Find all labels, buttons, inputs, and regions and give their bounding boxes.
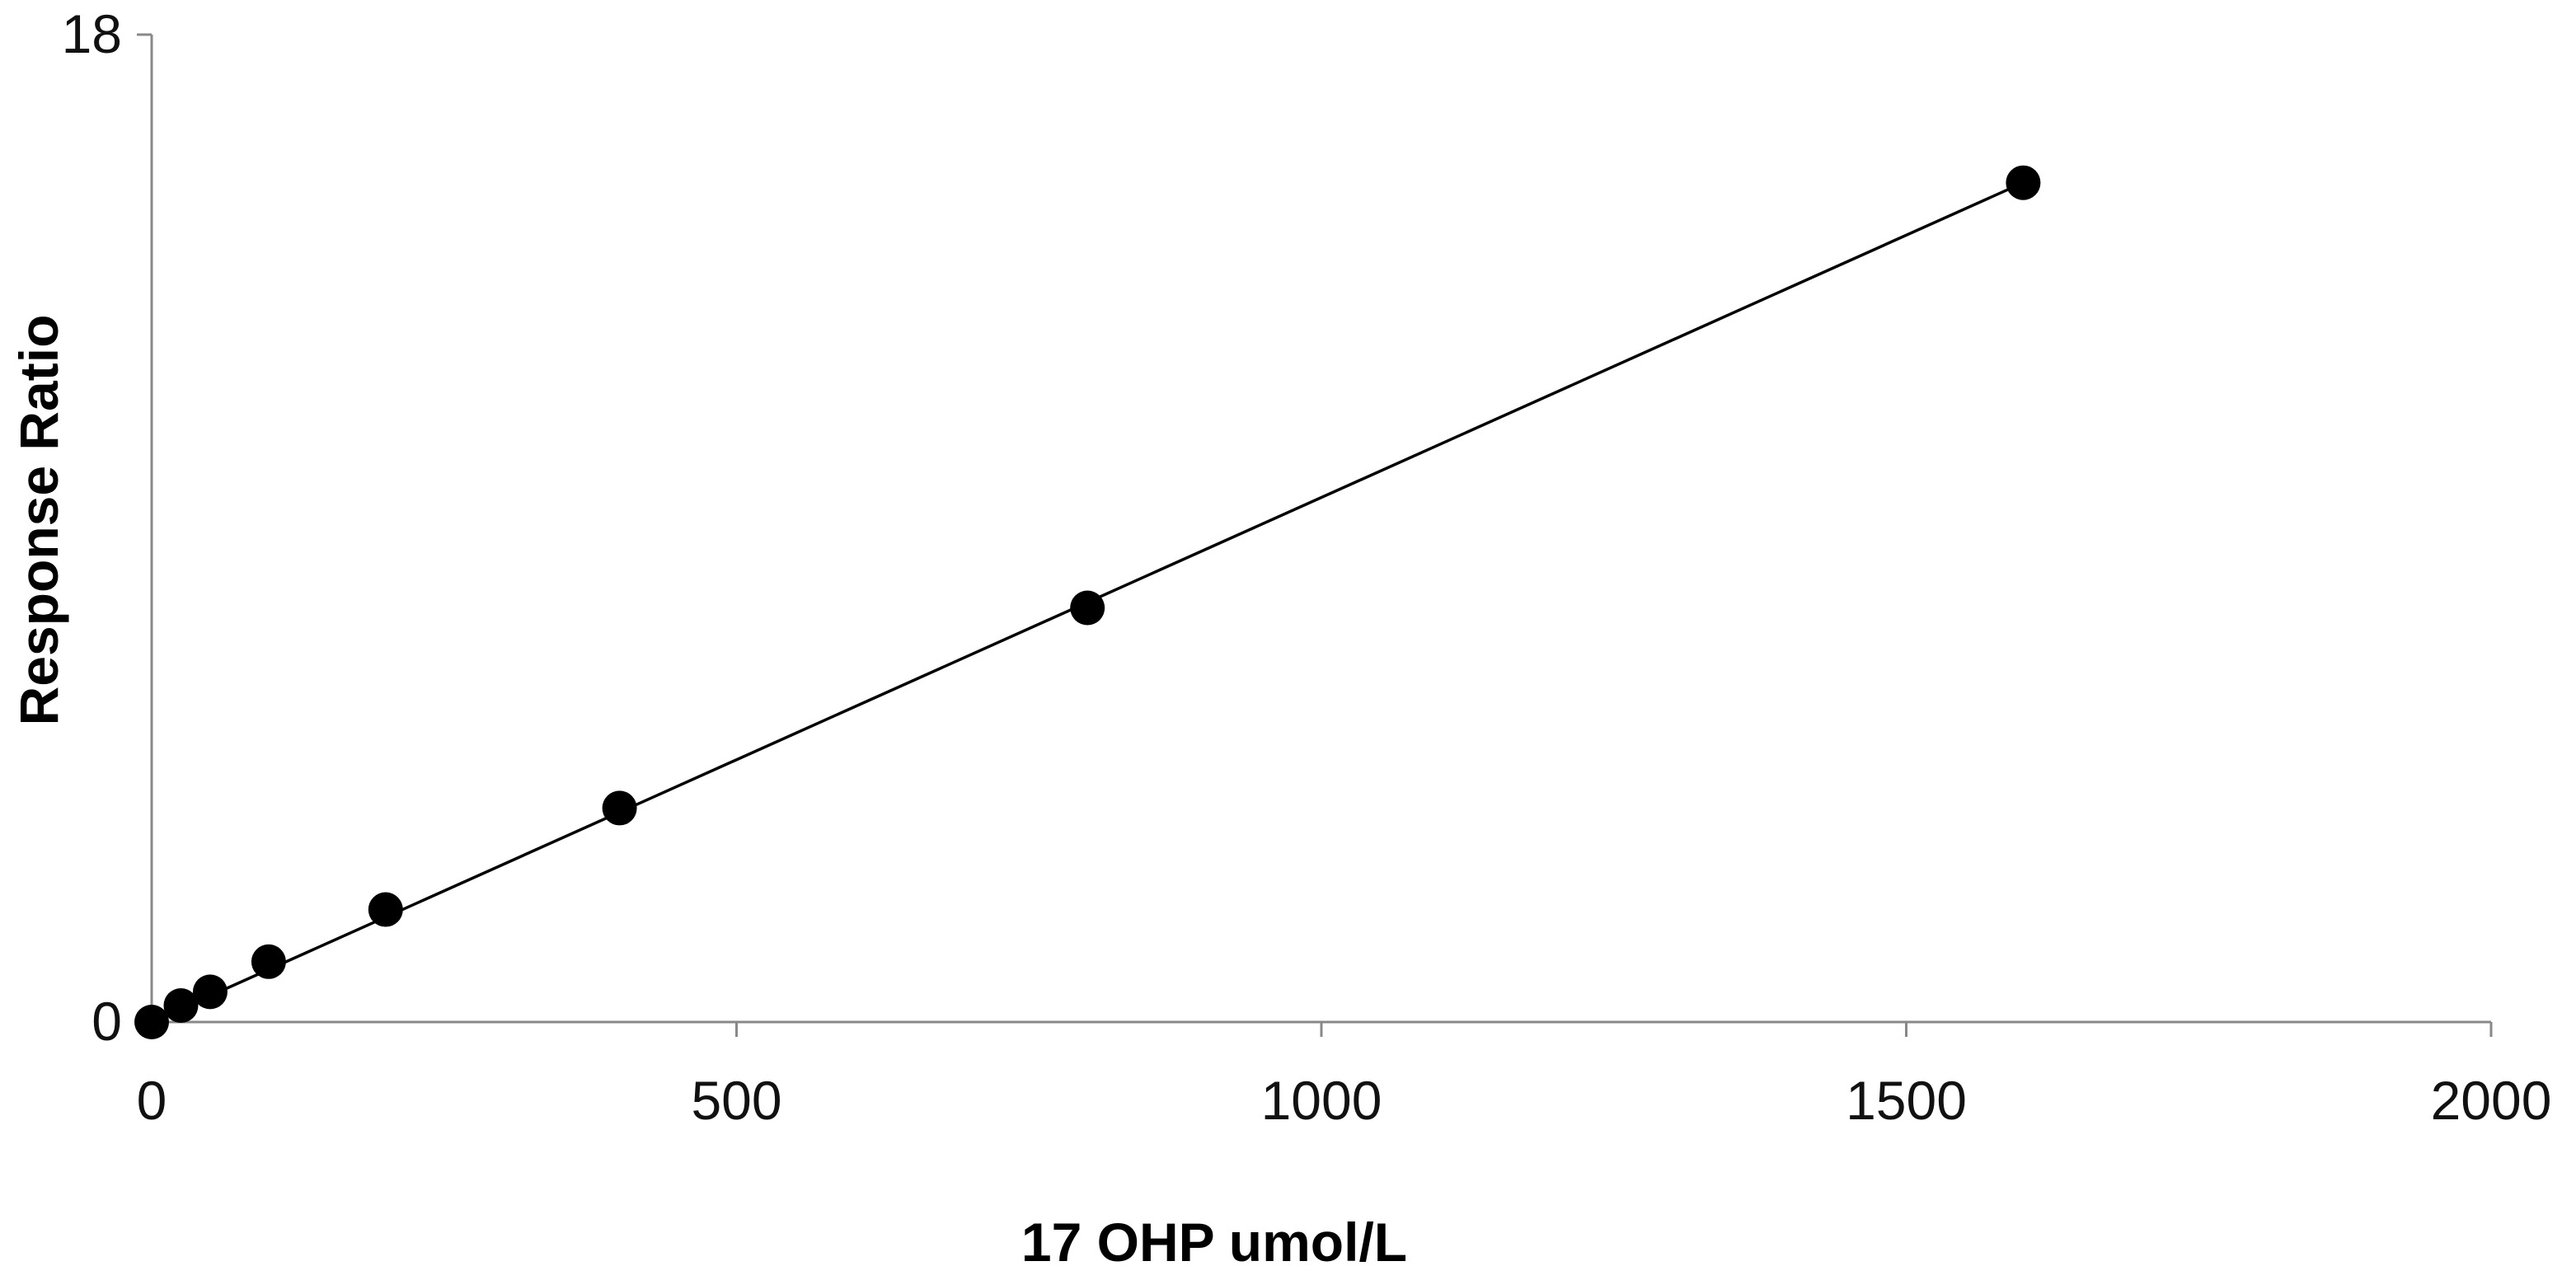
- y-axis-title: Response Ratio: [8, 315, 69, 726]
- data-point: [192, 974, 228, 1010]
- x-tick-label: 1000: [1261, 1070, 1382, 1131]
- data-points: [134, 165, 2041, 1039]
- data-point: [134, 1005, 169, 1039]
- data-point: [602, 790, 637, 826]
- x-tick-label: 500: [691, 1070, 781, 1131]
- x-tick-label: 2000: [2431, 1070, 2552, 1131]
- x-tick-label: 1500: [1846, 1070, 1967, 1131]
- data-point: [368, 892, 403, 927]
- data-point: [1070, 590, 1105, 626]
- data-point: [2006, 165, 2041, 200]
- y-tick-label: 0: [91, 991, 122, 1052]
- data-point: [163, 988, 199, 1024]
- ticks: 0 500 1000 1500 2000 0 18: [62, 3, 2552, 1131]
- y-tick-label: 18: [62, 3, 122, 64]
- axes: [150, 35, 2491, 1024]
- x-axis-title: 17 OHP umol/L: [1021, 1212, 1407, 1273]
- x-tick-label: 0: [137, 1070, 167, 1131]
- data-point: [251, 944, 286, 979]
